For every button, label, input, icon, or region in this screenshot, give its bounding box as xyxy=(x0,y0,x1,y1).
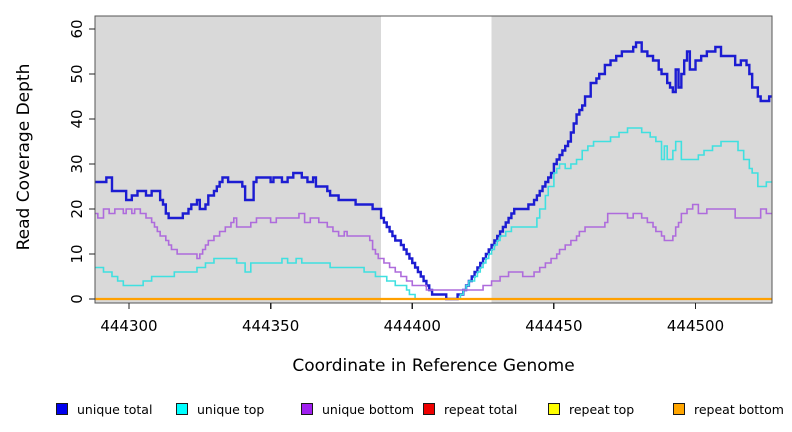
legend: unique total unique top unique bottom re… xyxy=(0,399,792,425)
x-tick-label: 444400 xyxy=(384,317,441,335)
legend-label: unique total xyxy=(77,401,153,417)
legend-swatch-repeat-top-icon xyxy=(548,403,560,415)
axis-box xyxy=(94,15,773,304)
x-axis-title: Coordinate in Reference Genome xyxy=(292,356,575,376)
legend-swatch-repeat-bottom-icon xyxy=(673,403,685,415)
legend-swatch-unique-total-icon xyxy=(56,403,68,415)
highlight-band xyxy=(381,16,492,303)
legend-label: unique bottom xyxy=(322,401,415,417)
series-line-unique-bottom xyxy=(95,203,772,291)
series-line-unique-top xyxy=(95,127,772,300)
legend-item-repeat-bottom: repeat bottom xyxy=(673,399,784,419)
legend-item-unique-top: unique top xyxy=(176,399,264,419)
x-tick-label: 444300 xyxy=(100,317,157,335)
legend-label: repeat total xyxy=(444,401,518,417)
legend-swatch-unique-top-icon xyxy=(176,403,188,415)
legend-swatch-unique-bottom-icon xyxy=(301,403,313,415)
y-tick-label: 0 xyxy=(68,294,86,304)
legend-item-unique-total: unique total xyxy=(56,399,152,419)
legend-swatch-repeat-total-icon xyxy=(423,403,435,415)
legend-item-repeat-top: repeat top xyxy=(548,399,634,419)
x-tick-label: 444500 xyxy=(667,317,724,335)
y-tick-label: 30 xyxy=(68,154,86,173)
legend-label: repeat top xyxy=(569,401,635,417)
legend-item-unique-bottom: unique bottom xyxy=(301,399,414,419)
legend-item-repeat-total: repeat total xyxy=(423,399,517,419)
series-line-unique-total xyxy=(95,41,772,301)
y-tick-label: 60 xyxy=(68,19,86,38)
y-tick-label: 50 xyxy=(68,64,86,83)
legend-label: repeat bottom xyxy=(694,401,784,417)
y-tick-label: 10 xyxy=(68,244,86,263)
legend-label: unique top xyxy=(197,401,265,417)
x-tick-label: 444350 xyxy=(242,317,299,335)
y-tick-label: 40 xyxy=(68,109,86,128)
y-tick-label: 20 xyxy=(68,199,86,218)
y-axis-title: Read Coverage Depth xyxy=(14,63,34,251)
x-tick-label: 444450 xyxy=(525,317,582,335)
